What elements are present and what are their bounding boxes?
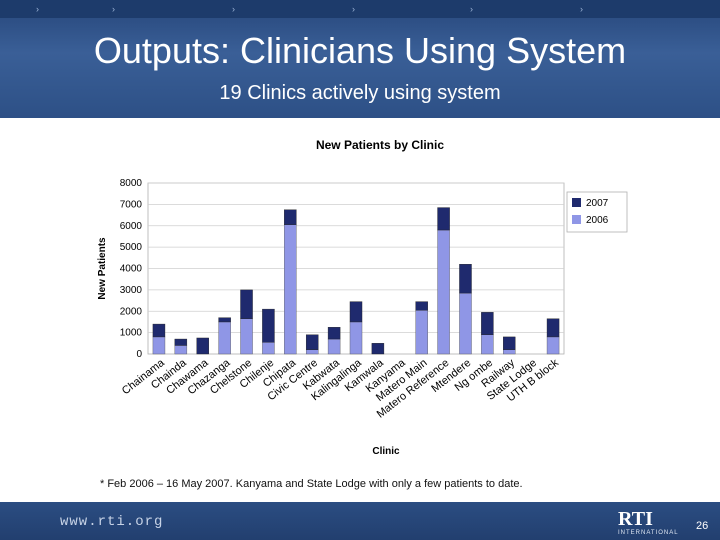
bar-chart: New Patients by Clinic 0 1000 2000 3000 4000 5…: [97, 138, 628, 457]
slide-subtitle: 19 Clinics actively using system: [219, 82, 501, 104]
footnote: * Feb 2006 – 16 May 2007. Kanyama and St…: [100, 478, 523, 490]
y-tick-label: 7000: [120, 199, 143, 210]
bar-2007-14: [459, 264, 472, 294]
slide-footer: www.rti.org RTI INTERNATIONAL 26: [0, 502, 720, 540]
bar-2006-15: [481, 334, 494, 355]
bar-2007-3: [218, 317, 231, 323]
bar-2006-5: [262, 342, 275, 355]
bar-2007-18: [546, 318, 560, 338]
bar-2007-10: [371, 343, 385, 355]
legend-swatch-2006: [572, 215, 581, 224]
y-tick-label: 6000: [120, 221, 143, 232]
bar-2006-16: [503, 349, 516, 355]
chart-title: New Patients by Clinic: [316, 138, 444, 152]
y-tick-label: 0: [136, 349, 142, 360]
rti-logo: RTI: [618, 508, 653, 530]
legend-swatch-2007: [572, 198, 581, 207]
bar-2006-0: [152, 336, 166, 355]
bar-2007-12: [415, 301, 428, 311]
y-tick-label: 3000: [120, 285, 143, 296]
y-tick-label: 2000: [120, 306, 143, 317]
arrow-icon: ›: [112, 4, 115, 14]
arrow-icon: ›: [36, 4, 39, 14]
arrow-icon: ›: [352, 4, 355, 14]
header-stripe: › › › › › ›: [0, 0, 720, 18]
x-axis-label: Clinic: [372, 446, 400, 457]
bar-2006-1: [174, 345, 188, 355]
legend-label-2006: 2006: [586, 215, 609, 226]
y-tick-label: 5000: [120, 242, 143, 253]
bar-2007-4: [240, 289, 253, 319]
legend-label-2007: 2007: [586, 198, 609, 209]
y-tick-label: 1000: [120, 328, 143, 339]
page-number: 26: [696, 520, 709, 532]
y-axis-label: New Patients: [97, 237, 108, 300]
slide-header: › › › › › › Outputs: Clinicians Using Sy…: [0, 0, 720, 118]
bar-2006-12: [415, 309, 428, 355]
bar-2007-1: [174, 338, 188, 346]
bar-2007-5: [262, 308, 275, 343]
bar-2007-9: [349, 301, 363, 323]
bar-2007-13: [437, 207, 450, 231]
bar-2006-3: [218, 321, 231, 355]
bar-2006-4: [240, 318, 253, 355]
bar-2007-6: [284, 209, 297, 225]
bar-2006-9: [349, 321, 363, 355]
arrow-icon: ›: [470, 4, 473, 14]
bar-2007-7: [305, 334, 319, 350]
slide-title: Outputs: Clinicians Using System: [93, 30, 627, 71]
bar-2007-8: [327, 327, 341, 340]
bar-2006-7: [305, 349, 319, 355]
y-tick-label: 4000: [120, 264, 143, 275]
bar-2006-14: [459, 292, 472, 355]
bar-2006-8: [327, 338, 341, 355]
chart-container: New Patients by Clinic 0 1000 2000 3000 4000 5…: [96, 126, 634, 466]
arrow-icon: ›: [232, 4, 235, 14]
bar-2006-6: [284, 224, 297, 355]
bar-2007-16: [503, 336, 516, 350]
bar-2007-15: [481, 312, 494, 335]
arrow-icon: ›: [580, 4, 583, 14]
bar-2007-2: [196, 337, 209, 355]
bar-2006-18: [546, 336, 560, 355]
rti-logo-subtext: INTERNATIONAL: [618, 530, 679, 536]
bar-2007-0: [152, 323, 166, 338]
bar-2006-13: [437, 229, 450, 355]
footer-url[interactable]: www.rti.org: [60, 514, 164, 530]
y-tick-label: 8000: [120, 178, 143, 189]
